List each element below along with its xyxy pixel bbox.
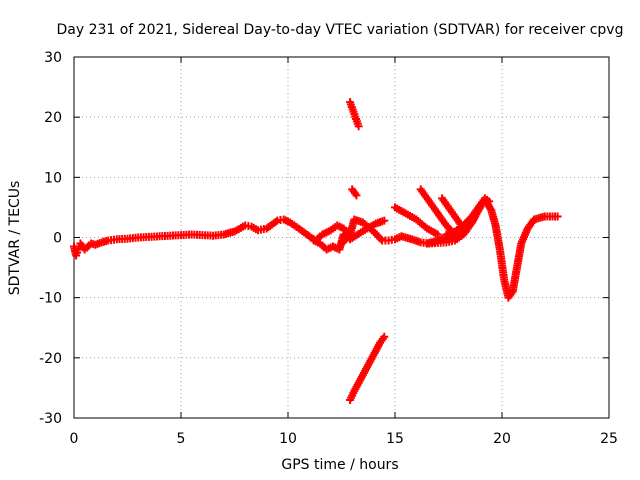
y-axis-label: SDTVAR / TECUs bbox=[7, 181, 23, 296]
ticks bbox=[73, 56, 610, 419]
data-point bbox=[380, 332, 389, 341]
y-tick-label: 30 bbox=[44, 50, 62, 66]
series-lower-segment bbox=[346, 332, 389, 404]
y-tick-label: -30 bbox=[39, 411, 62, 427]
x-tick-label: 15 bbox=[386, 431, 404, 447]
data-point bbox=[553, 212, 562, 221]
y-tick-label: -10 bbox=[39, 291, 62, 307]
x-tick-label: 25 bbox=[600, 431, 618, 447]
y-tick-label: 0 bbox=[53, 231, 62, 247]
data-point bbox=[463, 218, 472, 227]
series-short-upper-mid bbox=[348, 185, 361, 200]
series-rising-arc bbox=[346, 216, 389, 244]
x-tick-label: 0 bbox=[70, 431, 79, 447]
series-loop-lower bbox=[423, 218, 472, 248]
data-point bbox=[352, 191, 361, 200]
series-diagonal-1 bbox=[391, 203, 442, 239]
data-point bbox=[380, 216, 389, 225]
data-marks bbox=[70, 98, 562, 404]
tick-labels: 0 5 10 15 20 25 -30 -20 -10 0 10 20 30 bbox=[39, 50, 618, 447]
data-point bbox=[354, 122, 363, 131]
chart-title: Day 231 of 2021, Sidereal Day-to-day VTE… bbox=[57, 22, 624, 38]
y-tick-label: 10 bbox=[44, 170, 62, 186]
data-point bbox=[485, 197, 494, 206]
series-main bbox=[70, 198, 562, 302]
series-upper-segment bbox=[346, 98, 363, 131]
data-point bbox=[337, 239, 346, 248]
x-tick-label: 10 bbox=[279, 431, 297, 447]
x-tick-label: 5 bbox=[177, 431, 186, 447]
x-axis-label: GPS time / hours bbox=[281, 457, 398, 473]
x-tick-label: 20 bbox=[493, 431, 511, 447]
y-tick-label: -20 bbox=[39, 351, 62, 367]
y-tick-label: 20 bbox=[44, 110, 62, 126]
